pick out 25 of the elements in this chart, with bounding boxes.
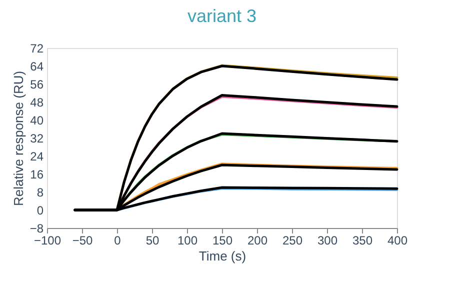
y-tick-label: 64: [30, 60, 44, 74]
y-tick-label: −8: [30, 222, 44, 236]
x-tick-label: 250: [282, 234, 303, 248]
y-tick-label: 72: [30, 42, 44, 56]
x-tick-label: 50: [146, 234, 160, 248]
x-tick-label: −100: [34, 234, 62, 248]
x-tick-label: 100: [177, 234, 198, 248]
x-tick-label: 400: [387, 234, 408, 248]
x-tick-label: 350: [352, 234, 373, 248]
x-tick-label: 150: [212, 234, 233, 248]
y-tick-label: 32: [30, 132, 44, 146]
y-tick-label: 56: [30, 78, 44, 92]
x-tick-label: −50: [72, 234, 93, 248]
x-tick-label: 300: [317, 234, 338, 248]
y-tick-label: 40: [30, 114, 44, 128]
x-tick-label: 200: [247, 234, 268, 248]
y-tick-label: 0: [36, 204, 44, 218]
y-tick-label: 8: [36, 186, 44, 200]
y-axis-title: Relative response (RU): [10, 70, 26, 206]
chart-title: variant 3: [187, 6, 257, 26]
y-tick-label: 24: [30, 150, 44, 164]
y-tick-label: 48: [30, 96, 44, 110]
y-tick-label: 16: [30, 168, 44, 182]
x-axis-title: Time (s): [198, 248, 246, 264]
x-tick-label: 0: [114, 234, 122, 248]
